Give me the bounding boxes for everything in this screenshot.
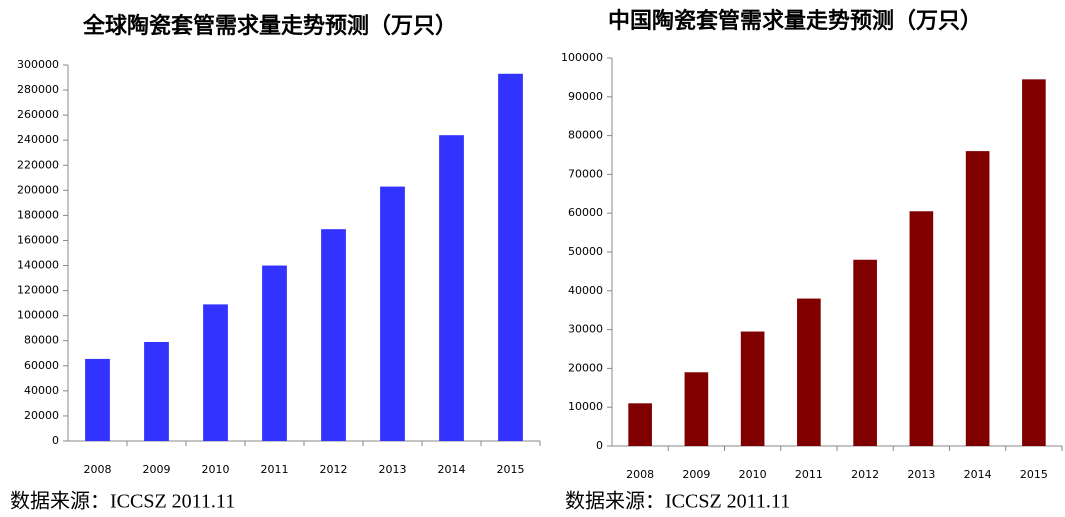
y-tick-label: 50000 xyxy=(568,245,603,258)
x-tick-label: 2012 xyxy=(851,468,879,481)
bar xyxy=(740,331,765,446)
bar xyxy=(498,73,523,442)
bar xyxy=(85,358,110,441)
bar xyxy=(1022,79,1046,446)
bar xyxy=(684,372,709,446)
x-tick-label: 2014 xyxy=(438,463,466,476)
x-tick-label: 2015 xyxy=(1020,468,1048,481)
y-tick-label: 30000 xyxy=(568,323,603,336)
bar xyxy=(321,229,346,441)
x-tick-label: 2008 xyxy=(84,463,112,476)
y-tick-label: 300000 xyxy=(17,58,59,71)
y-tick-label: 60000 xyxy=(24,359,59,372)
y-tick-label: 80000 xyxy=(24,334,59,347)
y-tick-label: 100000 xyxy=(561,51,603,64)
bar xyxy=(439,135,464,442)
y-tick-label: 90000 xyxy=(568,90,603,103)
x-tick-label: 2011 xyxy=(261,463,289,476)
y-tick-label: 0 xyxy=(596,439,603,452)
x-tick-label: 2013 xyxy=(379,463,407,476)
y-tick-label: 60000 xyxy=(568,206,603,219)
y-tick-label: 20000 xyxy=(568,361,603,374)
bar xyxy=(144,341,169,441)
x-tick-label: 2010 xyxy=(739,468,767,481)
y-tick-label: 180000 xyxy=(17,208,59,221)
bar xyxy=(797,298,821,446)
chart-title: 全球陶瓷套管需求量走势预测（万只） xyxy=(82,13,457,39)
y-tick-label: 200000 xyxy=(17,183,59,196)
bar xyxy=(628,403,652,446)
source-note: 数据来源：ICCSZ 2011.11 xyxy=(565,490,790,513)
x-tick-label: 2011 xyxy=(795,468,823,481)
bar xyxy=(853,259,877,446)
x-tick-label: 2012 xyxy=(320,463,348,476)
y-tick-label: 100000 xyxy=(17,309,59,322)
x-tick-label: 2009 xyxy=(682,468,710,481)
x-tick-label: 2013 xyxy=(907,468,935,481)
source-note: 数据来源：ICCSZ 2011.11 xyxy=(10,490,235,513)
x-tick-label: 2010 xyxy=(202,463,230,476)
y-tick-label: 260000 xyxy=(17,108,59,121)
bar xyxy=(203,304,228,441)
y-tick-label: 40000 xyxy=(568,284,603,297)
bar xyxy=(965,151,990,446)
y-tick-label: 40000 xyxy=(24,384,59,397)
y-tick-label: 0 xyxy=(52,434,59,447)
y-tick-label: 70000 xyxy=(568,167,603,180)
chart-title: 中国陶瓷套管需求量走势预测（万只） xyxy=(608,8,982,34)
x-tick-label: 2008 xyxy=(626,468,654,481)
y-tick-label: 160000 xyxy=(17,233,59,246)
y-tick-label: 80000 xyxy=(568,129,603,142)
x-tick-label: 2014 xyxy=(964,468,992,481)
y-tick-label: 140000 xyxy=(17,259,59,272)
y-tick-label: 280000 xyxy=(17,83,59,96)
x-tick-label: 2015 xyxy=(497,463,525,476)
y-tick-label: 20000 xyxy=(24,409,59,422)
x-tick-label: 2009 xyxy=(143,463,171,476)
y-tick-label: 10000 xyxy=(568,400,603,413)
bar xyxy=(380,186,405,441)
y-tick-label: 120000 xyxy=(17,284,59,297)
y-tick-label: 240000 xyxy=(17,133,59,146)
bar xyxy=(909,211,934,446)
bar xyxy=(262,265,287,441)
y-tick-label: 220000 xyxy=(17,158,59,171)
